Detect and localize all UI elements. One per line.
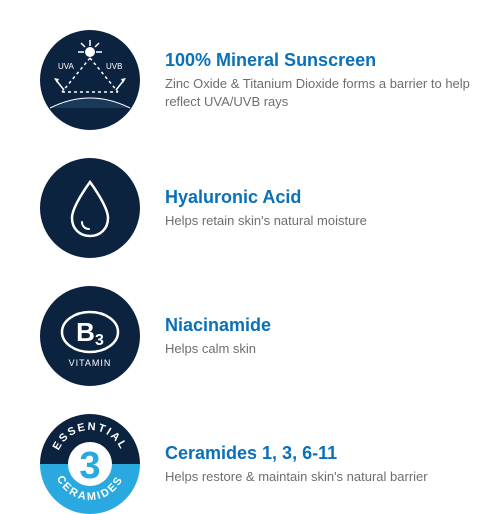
- feature-title: 100% Mineral Sunscreen: [165, 50, 470, 71]
- feature-desc: Zinc Oxide & Titanium Dioxide forms a ba…: [165, 75, 470, 110]
- ceramides-icon: 3 ESSENTIAL CERAMIDES: [40, 414, 140, 514]
- feature-hyaluronic: Hyaluronic Acid Helps retain skin's natu…: [40, 158, 470, 258]
- feature-text: Ceramides 1, 3, 6-11 Helps restore & mai…: [165, 443, 470, 486]
- feature-ceramides: 3 ESSENTIAL CERAMIDES Ceramides 1, 3, 6-…: [40, 414, 470, 514]
- feature-title: Hyaluronic Acid: [165, 187, 470, 208]
- niacinamide-icon: B3 VITAMIN: [40, 286, 140, 386]
- svg-text:UVB: UVB: [106, 62, 122, 71]
- svg-text:3: 3: [79, 445, 100, 487]
- svg-text:UVA: UVA: [58, 62, 75, 71]
- feature-text: Hyaluronic Acid Helps retain skin's natu…: [165, 187, 470, 230]
- feature-title: Niacinamide: [165, 315, 470, 336]
- feature-niacinamide: B3 VITAMIN Niacinamide Helps calm skin: [40, 286, 470, 386]
- feature-desc: Helps calm skin: [165, 340, 470, 358]
- hyaluronic-icon: [40, 158, 140, 258]
- feature-text: 100% Mineral Sunscreen Zinc Oxide & Tita…: [165, 50, 470, 110]
- feature-title: Ceramides 1, 3, 6-11: [165, 443, 470, 464]
- feature-desc: Helps retain skin's natural moisture: [165, 212, 470, 230]
- feature-sunscreen: UVA UVB 100% Mineral Sunscreen Zinc Oxid…: [40, 30, 470, 130]
- svg-text:VITAMIN: VITAMIN: [69, 358, 112, 368]
- feature-text: Niacinamide Helps calm skin: [165, 315, 470, 358]
- feature-desc: Helps restore & maintain skin's natural …: [165, 468, 470, 486]
- sunscreen-icon: UVA UVB: [40, 30, 140, 130]
